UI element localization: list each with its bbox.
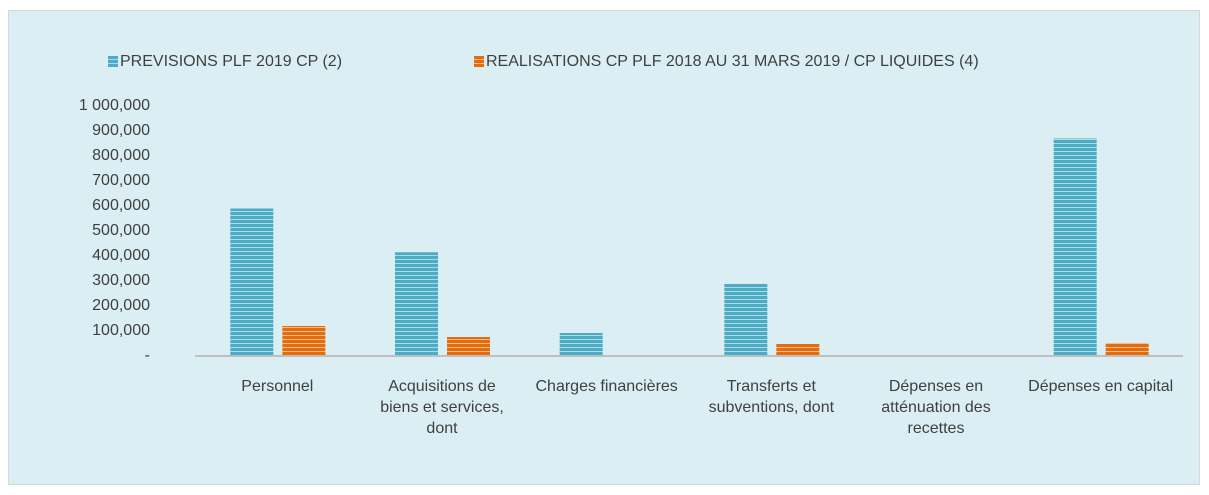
y-tick-label: - [145,347,150,364]
x-tick-label: Dépenses en capital [1028,378,1174,395]
y-tick-label: 800,000 [92,147,150,164]
bar [1053,138,1097,356]
x-tick-label: Charges financières [535,378,678,395]
bar [724,284,768,356]
y-tick-label: 500,000 [92,222,150,239]
legend-swatch [108,56,118,67]
legend-label: REALISATIONS CP PLF 2018 AU 31 MARS 2019… [486,53,979,70]
y-tick-label: 100,000 [92,322,150,339]
y-tick-label: 600,000 [92,197,150,214]
bar [559,333,603,356]
x-tick-label: Acquisitions de biens et services, dont [380,378,504,437]
bar [447,337,490,356]
chart-area [8,10,1200,485]
y-tick-label: 300,000 [92,272,150,289]
legend-swatch [474,56,484,67]
y-tick-label: 200,000 [92,297,150,314]
y-tick-label: 900,000 [92,122,150,139]
x-tick-label: Dépenses en atténuation des recettes [881,378,991,437]
bar [282,326,326,356]
y-tick-label: 700,000 [92,172,150,189]
bar [1105,343,1149,356]
bar [776,344,820,356]
x-tick-label: Personnel [241,378,314,395]
bar [395,252,438,356]
x-tick-label: Transferts et subventions, dont [708,378,835,416]
y-tick-label: 400,000 [92,247,150,264]
bar [230,208,274,356]
legend-label: PREVISIONS PLF 2019 CP (2) [120,53,342,70]
y-tick-label: 1 000,000 [79,97,150,114]
